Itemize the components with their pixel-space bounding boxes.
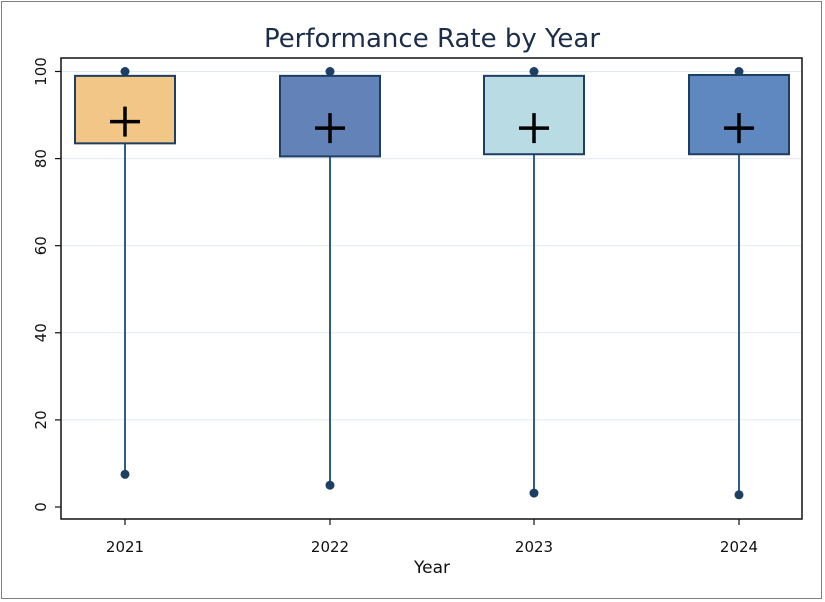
- y-tick-label: 0: [32, 502, 50, 512]
- max-point-2021: [120, 67, 130, 76]
- y-tick-label: 60: [32, 236, 50, 255]
- max-point-2024: [734, 67, 744, 76]
- x-axis-label: Year: [413, 558, 450, 578]
- x-tick-label: 2024: [720, 538, 758, 556]
- grid-lines: [61, 71, 802, 421]
- chart-title: Performance Rate by Year: [264, 24, 600, 54]
- box-series: [74, 67, 790, 500]
- y-tick-label: 20: [32, 410, 50, 429]
- y-tick-label: 80: [32, 149, 50, 168]
- max-point-2022: [325, 67, 335, 76]
- min-point-2024: [734, 490, 744, 500]
- plot-area-border: [60, 57, 803, 520]
- y-tick-label: 40: [32, 323, 50, 342]
- max-point-2023: [529, 67, 539, 76]
- y-tick-label: 100: [32, 57, 50, 86]
- box-2022: [279, 67, 381, 490]
- x-tick-label: 2022: [311, 538, 349, 556]
- x-tick-label: 2023: [515, 538, 553, 556]
- x-tick-label: 2021: [106, 538, 144, 556]
- min-point-2023: [529, 488, 539, 498]
- axes: 0 20 40 60 80 100 2021 2022 2023 2024: [32, 57, 758, 556]
- box-2021: [74, 67, 176, 479]
- min-point-2022: [325, 480, 335, 490]
- box-2024: [688, 67, 790, 500]
- min-point-2021: [120, 469, 130, 479]
- box-2023: [483, 67, 585, 498]
